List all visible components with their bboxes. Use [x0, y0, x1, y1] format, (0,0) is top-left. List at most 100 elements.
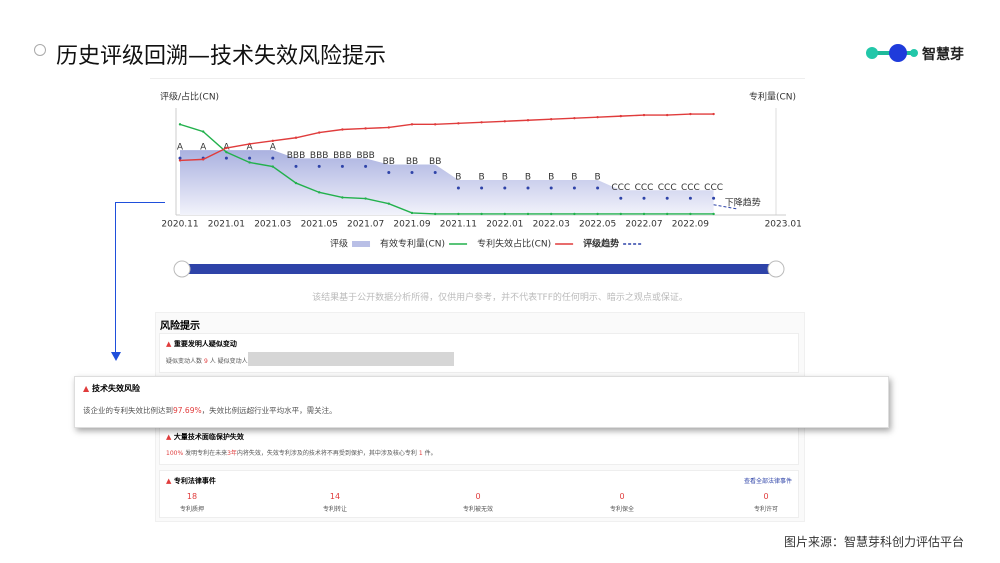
- legend-label: 专利失效占比(CN): [477, 238, 551, 250]
- protection-card: ▲ 大量技术面临保护失效 100% 发明专利在未来3年内将失效，失效专利涉及的技…: [159, 427, 799, 465]
- rating-dot: [642, 196, 646, 200]
- text: 疑似变动人数: [166, 358, 203, 365]
- link[interactable]: 查看全部法律事件: [743, 478, 792, 485]
- series-point: [225, 150, 228, 154]
- series-point: [596, 212, 599, 216]
- years: 3年: [227, 450, 237, 457]
- slider-handle[interactable]: [173, 260, 191, 278]
- rating-dot: [248, 156, 252, 160]
- rating-dot: [503, 186, 507, 190]
- series-point: [178, 123, 182, 126]
- x-tick-label: 2022.05: [579, 220, 616, 230]
- count: 1: [418, 450, 423, 457]
- rating-dot: [271, 156, 275, 160]
- text: 该企业的专利失效比例达到: [83, 406, 173, 415]
- rating-dot: [294, 164, 298, 168]
- series-point: [689, 112, 692, 116]
- x-tick-label: 2021.11: [440, 220, 477, 230]
- footer: 图片来源：智慧芽科创力评估平台: [783, 535, 964, 549]
- title: 历史评级回溯—技术失效风险提示: [56, 44, 387, 69]
- stat-label: 专利保全: [609, 506, 634, 513]
- inventor-card: ▲ 重要发明人疑似变动 疑似变动人数 9 人 疑似变动人: [159, 333, 799, 373]
- rating-dot: [224, 156, 228, 160]
- pct: 100%: [166, 450, 184, 457]
- rating-dot: [619, 196, 623, 200]
- rating-dot: [364, 164, 368, 168]
- rating-dot: [712, 196, 716, 200]
- series-point: [689, 212, 692, 216]
- blurred: [248, 352, 454, 366]
- legend-swatch: [352, 241, 371, 247]
- rating-dot: [572, 186, 576, 190]
- x-tick-label: 2021.05: [301, 220, 338, 230]
- rating-label: BBB: [287, 151, 306, 161]
- text: 疑似变动人: [217, 358, 248, 365]
- series-point: [573, 116, 576, 120]
- series-point: [550, 118, 553, 121]
- stat-value: 18: [186, 492, 198, 501]
- rating-label: BB: [383, 157, 395, 167]
- x-tick-label: 2021.07: [347, 220, 384, 230]
- stat-value: 0: [763, 492, 769, 501]
- y2-axis-label: 专利量(CN): [749, 91, 796, 103]
- rating-label: CCC: [681, 183, 700, 193]
- series-point: [712, 212, 715, 216]
- card-title: 重要发明人疑似变动: [173, 340, 237, 348]
- series-line: [179, 113, 714, 162]
- rating-dot: [340, 164, 344, 168]
- rating-label: B: [502, 172, 508, 182]
- rating-label: B: [479, 172, 485, 182]
- arrow-head: [111, 352, 121, 361]
- rating-label: CCC: [611, 183, 630, 193]
- series-point: [225, 146, 228, 150]
- card-title: 大量技术面临保护失效: [173, 433, 244, 441]
- x-tick-label: 2021.01: [208, 220, 245, 230]
- rating-label: A: [200, 143, 207, 153]
- rating-label: B: [455, 172, 461, 182]
- rating-label: B: [525, 172, 531, 182]
- series-point: [294, 136, 298, 139]
- series-point: [178, 159, 182, 162]
- trend-label: 下降趋势: [725, 196, 761, 208]
- popup: ▲ 技术失效风险 该企业的专利失效比例达到97.69%，失效比例远超行业平均水平…: [74, 376, 889, 428]
- series-point: [619, 114, 622, 118]
- rating-label: BB: [406, 157, 418, 167]
- stat-label: 专利质押: [179, 506, 204, 513]
- range-slider[interactable]: [182, 264, 776, 274]
- rating-dot: [456, 186, 460, 190]
- x-tick-label: 2021.03: [254, 220, 291, 230]
- series-point: [642, 212, 646, 216]
- rating-label: CCC: [658, 183, 677, 193]
- series-point: [434, 123, 437, 126]
- arrow: [115, 202, 165, 203]
- series-point: [410, 211, 414, 215]
- series-point: [480, 212, 483, 216]
- series-point: [457, 122, 460, 125]
- stat-label: 专利被无效: [462, 506, 493, 513]
- stat-label: 专利转让: [322, 506, 347, 513]
- series-point: [666, 113, 669, 117]
- text: 人: [209, 358, 216, 365]
- arrow: [115, 202, 116, 354]
- series-point: [410, 123, 414, 126]
- legend-label: 评级: [330, 238, 348, 250]
- rating-label: A: [247, 143, 254, 153]
- rating-label: BBB: [333, 151, 352, 161]
- x-tick-label: 2022.09: [672, 220, 709, 230]
- rating-dot: [178, 156, 182, 160]
- series-point: [341, 196, 344, 199]
- trend-line: [713, 204, 737, 210]
- legal-card: ▲ 专利法律事件 查看全部法律事件 18 专利质押 14 专利转让 0 专利被无效 0 专利保…: [159, 470, 799, 518]
- x-tick-label: 2023.01: [765, 220, 802, 230]
- legend-label: 有效专利量(CN): [380, 238, 445, 250]
- series-point: [573, 212, 576, 216]
- series-point: [526, 119, 530, 122]
- rating-dot: [480, 186, 484, 190]
- slider-handle[interactable]: [767, 260, 785, 278]
- risk-title: 风险提示: [160, 321, 200, 332]
- series-point: [503, 120, 506, 123]
- series-point: [202, 130, 205, 133]
- popup-title: 技术失效风险: [91, 384, 140, 393]
- rating-dot: [665, 196, 669, 200]
- stat-label: 专利许可: [753, 506, 778, 513]
